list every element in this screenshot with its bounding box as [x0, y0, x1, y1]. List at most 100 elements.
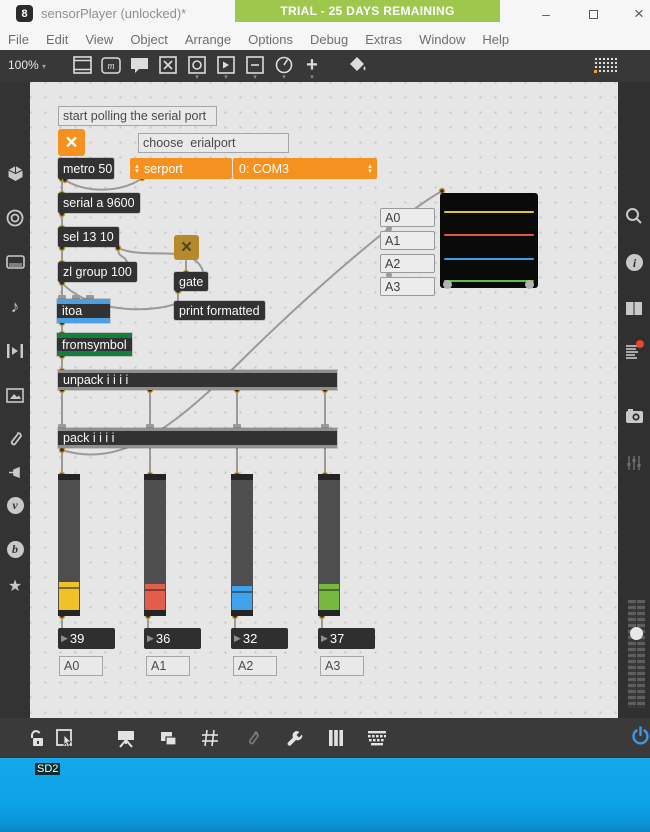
menu-options[interactable]: Options: [248, 31, 293, 47]
unlock-icon[interactable]: [24, 727, 50, 749]
desktop-icon-label[interactable]: SD2: [35, 763, 61, 775]
key-grid-icon[interactable]: [364, 727, 390, 749]
chevron-down-icon[interactable]: ▾: [310, 74, 314, 81]
number-box-a0[interactable]: ▶ 39: [58, 628, 115, 649]
scope-handle-right[interactable]: [525, 280, 534, 289]
slider-a2[interactable]: [231, 474, 253, 616]
presentation-mode-icon[interactable]: [113, 727, 139, 749]
audio-plug-icon[interactable]: [0, 460, 30, 484]
menu-help[interactable]: Help: [482, 31, 510, 47]
menu-edit[interactable]: Edit: [45, 31, 69, 47]
slider-a3[interactable]: [318, 474, 340, 616]
gain-knob[interactable]: [630, 627, 643, 640]
object-fromsymbol[interactable]: fromsymbol: [57, 333, 132, 356]
menu-object[interactable]: Object: [130, 31, 168, 47]
menu-bar: File Edit View Object Arrange Options De…: [0, 28, 650, 50]
menu-extras[interactable]: Extras: [365, 31, 403, 47]
object-sel[interactable]: sel 13 10: [58, 227, 119, 247]
object-pack[interactable]: pack i i i i: [58, 428, 337, 448]
number-box-icon[interactable]: [244, 55, 266, 75]
umenu-serport[interactable]: ▴ ▾ serport: [130, 158, 232, 179]
hardware-keyboard-icon[interactable]: [0, 250, 30, 274]
message-icon[interactable]: [215, 55, 237, 75]
menu-arrange[interactable]: Arrange: [184, 31, 232, 47]
target-rings-icon[interactable]: [0, 206, 30, 230]
inspector-info-icon[interactable]: i: [618, 250, 650, 274]
menu-window[interactable]: Window: [419, 31, 466, 47]
sensor-scope-display[interactable]: [440, 193, 538, 288]
search-icon[interactable]: [618, 204, 650, 228]
dial-icon[interactable]: [273, 55, 295, 75]
toggle-polling[interactable]: ×: [58, 129, 85, 156]
message-a1[interactable]: A1: [380, 231, 435, 250]
message-a3[interactable]: A3: [380, 277, 435, 296]
object-print[interactable]: print formatted: [174, 301, 265, 320]
menu-debug[interactable]: Debug: [309, 31, 349, 47]
umenu-com-port[interactable]: 0: COM3 ▴ ▾: [233, 158, 377, 179]
piano-keys-icon[interactable]: [323, 727, 349, 749]
gain-track-left: [628, 600, 636, 708]
menu-view[interactable]: View: [85, 31, 114, 47]
reference-panes-icon[interactable]: [618, 296, 650, 320]
chevron-down-icon[interactable]: ▾: [282, 74, 286, 81]
number-box-a3[interactable]: ▶ 37: [318, 628, 375, 649]
button-icon[interactable]: [186, 55, 208, 75]
scope-handle-left[interactable]: [443, 280, 452, 289]
zoom-level-dropdown[interactable]: 100% ▾: [8, 58, 47, 72]
attach-plus-icon[interactable]: [239, 727, 265, 749]
slider-a1[interactable]: [144, 474, 166, 616]
chevron-down-icon: ▾: [42, 62, 47, 71]
grid-icon[interactable]: [197, 727, 223, 749]
snapshot-camera-icon[interactable]: [618, 404, 650, 428]
number-box-a2[interactable]: ▶ 32: [231, 628, 288, 649]
object-serial[interactable]: serial a 9600: [58, 193, 140, 213]
menu-file[interactable]: File: [8, 31, 29, 47]
number-triangle-icon: ▶: [234, 633, 241, 643]
vizzie-badge-icon[interactable]: v: [0, 493, 30, 517]
comment-icon[interactable]: [128, 55, 150, 75]
toggle-gate[interactable]: ×: [174, 235, 199, 260]
layers-icon[interactable]: [155, 727, 181, 749]
audio-note-icon[interactable]: ♪: [10, 297, 20, 316]
mixer-faders-icon[interactable]: [618, 451, 650, 475]
message-a0[interactable]: A0: [380, 208, 435, 227]
object-metro[interactable]: metro 50: [58, 158, 114, 179]
wrench-icon[interactable]: [281, 727, 307, 749]
video-film-icon[interactable]: [0, 339, 30, 363]
select-page-icon[interactable]: [52, 727, 78, 749]
gain-slider[interactable]: [627, 600, 646, 708]
object-box-icon[interactable]: m: [100, 55, 122, 75]
chevron-down-icon[interactable]: ▾: [224, 74, 228, 81]
object-zl-group[interactable]: zl group 100: [58, 262, 137, 282]
object-gate[interactable]: gate: [174, 272, 209, 291]
add-object-icon[interactable]: +: [306, 53, 318, 76]
object-itoa[interactable]: itoa: [57, 299, 110, 323]
comment-choose-serialport: choose erialport: [138, 133, 289, 153]
umenu-port-selected: 0: COM3: [239, 161, 290, 176]
toggle-icon[interactable]: [157, 55, 179, 75]
favorites-star-icon[interactable]: ★: [7, 578, 23, 595]
close-button[interactable]: ×: [634, 4, 644, 23]
minimize-button[interactable]: –: [542, 6, 550, 22]
paint-bucket-icon[interactable]: [347, 55, 369, 75]
chevron-down-icon[interactable]: ▾: [195, 74, 199, 81]
object-unpack[interactable]: unpack i i i i: [58, 370, 337, 390]
scope-trace-a1: [444, 234, 534, 236]
maximize-button[interactable]: [580, 4, 606, 24]
label-a1: A1: [146, 656, 190, 676]
chevron-down-icon[interactable]: ▾: [253, 74, 257, 81]
image-icon[interactable]: [0, 383, 30, 407]
console-list-icon[interactable]: [618, 340, 650, 364]
power-icon[interactable]: [627, 725, 650, 747]
svg-text:m: m: [107, 61, 114, 72]
number-box-a1[interactable]: ▶ 36: [144, 628, 201, 649]
trial-banner[interactable]: TRIAL - 25 DAYS REMAINING: [235, 0, 500, 22]
attachments-clip-icon[interactable]: [0, 427, 30, 451]
object-palette-grid-icon[interactable]: [594, 57, 617, 74]
beap-badge-icon[interactable]: b: [0, 537, 30, 561]
slider-a0[interactable]: [58, 474, 80, 616]
patcher-canvas[interactable]: start polling the serial port choose eri…: [30, 82, 618, 718]
max-cube-icon[interactable]: [0, 161, 30, 185]
message-a2[interactable]: A2: [380, 254, 435, 273]
patcher-window-icon[interactable]: [71, 55, 93, 75]
